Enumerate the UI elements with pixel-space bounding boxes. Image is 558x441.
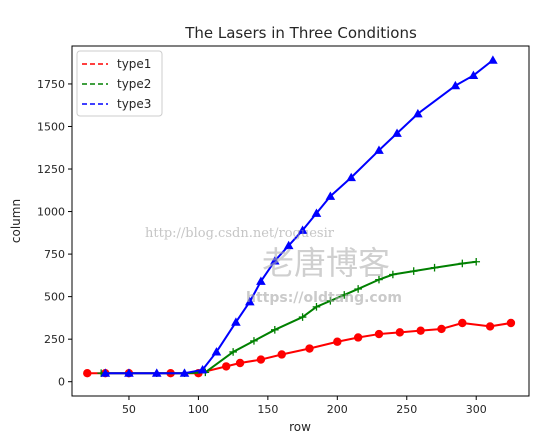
legend-label-type3: type3	[117, 97, 151, 111]
type2-point	[354, 285, 362, 293]
x-axis: 50 100 150 200 250 300	[122, 396, 487, 416]
type2-point	[298, 313, 307, 321]
type2-point	[312, 303, 321, 311]
x-tick-label: 50	[122, 403, 136, 416]
type1-point	[235, 358, 245, 368]
type2-point	[340, 291, 349, 299]
type1-point	[277, 350, 286, 359]
type1-point	[374, 329, 384, 339]
type1-point	[83, 368, 92, 378]
y-tick-label: 250	[44, 333, 65, 346]
y-tick-label: 750	[44, 248, 65, 261]
type1-point	[333, 337, 342, 346]
y-tick-label: 500	[44, 291, 65, 304]
series-layer	[83, 55, 516, 378]
type3-point	[231, 317, 241, 326]
x-tick-label: 250	[396, 403, 417, 416]
type3-point	[468, 70, 479, 80]
type2-point	[326, 297, 335, 305]
type2-point	[375, 275, 383, 284]
type1-point	[458, 318, 467, 328]
type3-point	[283, 240, 294, 250]
type3-point	[124, 368, 134, 377]
x-tick-label: 150	[257, 403, 278, 416]
y-tick-label: 1750	[37, 78, 65, 91]
legend: type1 type2 type3	[76, 50, 163, 117]
chart-title: The Lasers in Three Conditions	[184, 24, 417, 42]
type3-point	[413, 108, 423, 118]
type3-point	[374, 145, 384, 154]
type1-point	[437, 324, 446, 334]
type1-point	[256, 355, 266, 364]
x-tick-label: 100	[188, 403, 209, 416]
y-axis-label: column	[9, 199, 23, 243]
x-tick-label: 300	[466, 403, 487, 416]
type3-point	[346, 172, 357, 182]
plot-frame	[71, 45, 530, 397]
x-tick-label: 200	[327, 403, 348, 416]
type1-point	[221, 362, 231, 371]
type1-point	[395, 328, 405, 337]
type3-point	[488, 55, 498, 64]
type2-point	[271, 326, 279, 334]
legend-box	[76, 50, 163, 117]
type1-point	[353, 333, 363, 342]
type1-point	[416, 326, 425, 335]
type3-point	[270, 256, 280, 265]
y-tick-label: 1500	[37, 120, 65, 133]
type3-point	[297, 225, 308, 234]
legend-label-type1: type1	[117, 57, 151, 71]
series-type3	[100, 55, 498, 377]
type2-point	[389, 270, 397, 279]
type2-point	[472, 257, 481, 266]
type3-point	[256, 276, 266, 285]
y-tick-label: 1250	[37, 163, 65, 176]
type2-point	[430, 263, 439, 272]
y-axis: 0 250 500 750 1000 1250 1500 1750	[37, 78, 72, 389]
type1-point	[506, 318, 516, 328]
type3-point	[100, 368, 111, 377]
type1-point	[485, 322, 495, 331]
type2-point	[250, 337, 258, 345]
type3-point	[392, 128, 402, 137]
type2-point	[458, 259, 467, 268]
type3-point	[151, 368, 162, 377]
type1-point	[305, 344, 314, 353]
type3-point	[211, 347, 222, 356]
y-tick-label: 1000	[37, 206, 65, 219]
type3-point	[197, 364, 208, 374]
type3-point	[325, 191, 336, 200]
y-tick-label: 0	[58, 376, 65, 389]
type3-point	[311, 208, 322, 217]
type2-point	[229, 348, 237, 356]
type3-point	[244, 296, 255, 306]
type3-point	[179, 368, 190, 377]
type2-point	[409, 267, 418, 275]
type3-point	[450, 80, 461, 90]
x-axis-label: row	[289, 420, 311, 434]
legend-label-type2: type2	[117, 77, 151, 91]
